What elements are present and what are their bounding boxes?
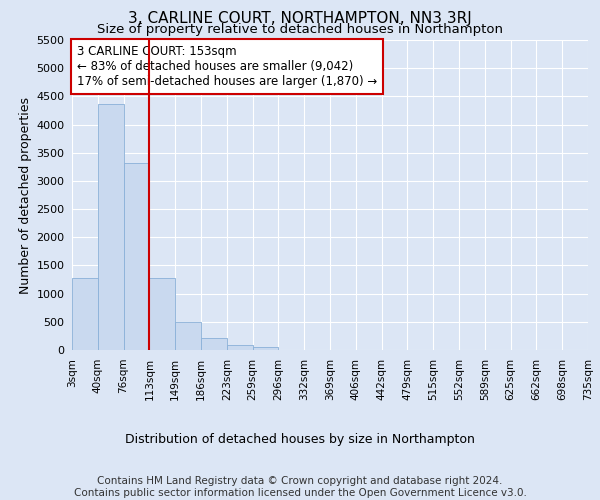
Bar xyxy=(72,278,98,350)
Bar xyxy=(201,338,227,350)
Bar xyxy=(227,345,253,350)
Y-axis label: Number of detached properties: Number of detached properties xyxy=(19,96,32,294)
Bar xyxy=(98,104,124,350)
Text: Distribution of detached houses by size in Northampton: Distribution of detached houses by size … xyxy=(125,432,475,446)
Bar xyxy=(124,164,149,350)
Bar xyxy=(149,278,175,350)
Text: 3, CARLINE COURT, NORTHAMPTON, NN3 3RJ: 3, CARLINE COURT, NORTHAMPTON, NN3 3RJ xyxy=(128,11,472,26)
Bar xyxy=(175,322,201,350)
Text: Contains HM Land Registry data © Crown copyright and database right 2024.
Contai: Contains HM Land Registry data © Crown c… xyxy=(74,476,526,498)
Bar xyxy=(253,346,278,350)
Text: Size of property relative to detached houses in Northampton: Size of property relative to detached ho… xyxy=(97,22,503,36)
Text: 3 CARLINE COURT: 153sqm
← 83% of detached houses are smaller (9,042)
17% of semi: 3 CARLINE COURT: 153sqm ← 83% of detache… xyxy=(77,44,377,88)
